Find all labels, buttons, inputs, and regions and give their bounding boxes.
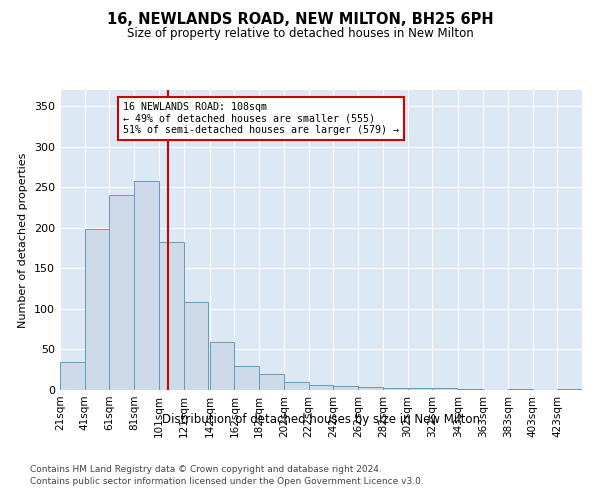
Bar [159,242,184,390]
Bar [259,374,284,390]
Bar [458,389,483,390]
Bar [184,302,208,390]
Bar [209,342,235,390]
Bar [235,366,259,390]
Bar [60,362,85,390]
Bar [508,389,533,390]
Bar [358,387,383,390]
Text: 16 NEWLANDS ROAD: 108sqm
← 49% of detached houses are smaller (555)
51% of semi-: 16 NEWLANDS ROAD: 108sqm ← 49% of detach… [123,102,399,136]
Bar [308,385,334,390]
Bar [557,389,582,390]
Bar [334,386,358,390]
Y-axis label: Number of detached properties: Number of detached properties [19,152,28,328]
Bar [433,388,457,390]
Text: 16, NEWLANDS ROAD, NEW MILTON, BH25 6PH: 16, NEWLANDS ROAD, NEW MILTON, BH25 6PH [107,12,493,28]
Bar [134,181,159,390]
Bar [407,388,433,390]
Text: Contains HM Land Registry data © Crown copyright and database right 2024.: Contains HM Land Registry data © Crown c… [30,465,382,474]
Bar [284,382,308,390]
Bar [383,388,407,390]
Text: Contains public sector information licensed under the Open Government Licence v3: Contains public sector information licen… [30,478,424,486]
Bar [85,230,109,390]
Bar [109,196,134,390]
Text: Distribution of detached houses by size in New Milton: Distribution of detached houses by size … [162,412,480,426]
Text: Size of property relative to detached houses in New Milton: Size of property relative to detached ho… [127,28,473,40]
